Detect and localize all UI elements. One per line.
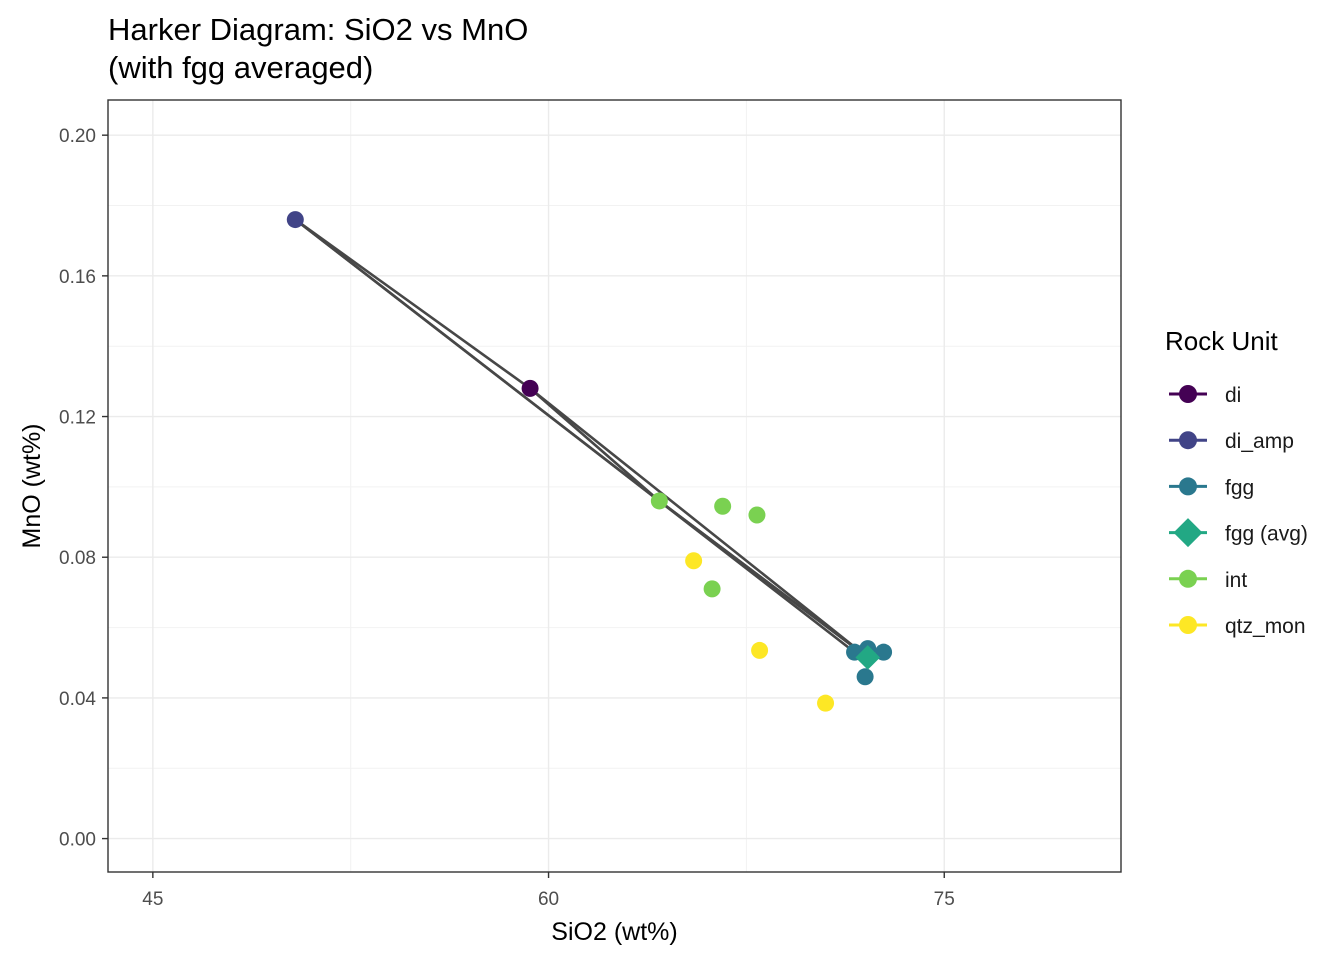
legend-key-marker bbox=[1173, 518, 1203, 548]
chart-title: Harker Diagram: SiO2 vs MnO bbox=[108, 12, 529, 47]
legend-key-marker bbox=[1179, 569, 1197, 588]
x-axis-title: SiO2 (wt%) bbox=[551, 918, 677, 946]
plot-panel-border bbox=[107, 99, 1122, 873]
point-fgg-avg bbox=[855, 645, 881, 670]
point-int bbox=[650, 492, 668, 510]
connector-lines bbox=[293, 218, 870, 659]
point-fgg bbox=[875, 643, 893, 661]
y-axis-title: MnO (wt%) bbox=[18, 424, 46, 549]
legend-key-marker bbox=[1179, 431, 1197, 450]
legend-key-marker bbox=[1179, 385, 1197, 403]
point-qtz-mon bbox=[751, 641, 769, 659]
legend-item: di bbox=[1169, 384, 1241, 407]
legend-item: int bbox=[1169, 569, 1247, 592]
legend-key-marker bbox=[1179, 477, 1197, 496]
connector-line bbox=[293, 218, 856, 654]
point-int bbox=[748, 506, 766, 524]
y-tick-label: 0.00 bbox=[59, 830, 96, 851]
chart-subtitle: (with fgg averaged) bbox=[108, 50, 374, 85]
y-tick-label: 0.08 bbox=[59, 548, 96, 569]
x-tick-label: 75 bbox=[934, 889, 955, 910]
legend-label: di bbox=[1225, 384, 1241, 407]
grid-lines bbox=[108, 100, 1121, 872]
legend-label: fgg (avg) bbox=[1225, 523, 1308, 546]
point-qtz-mon bbox=[817, 694, 835, 712]
point-int bbox=[714, 497, 732, 515]
data-points bbox=[286, 211, 893, 712]
legend-title: Rock Unit bbox=[1165, 326, 1278, 356]
point-qtz-mon bbox=[685, 552, 703, 570]
point-di-amp bbox=[286, 211, 304, 229]
point-fgg bbox=[856, 668, 874, 686]
legend-item: fgg bbox=[1169, 476, 1254, 499]
legend-item: fgg (avg) bbox=[1169, 518, 1308, 548]
point-int bbox=[703, 580, 721, 598]
legend-label: di_amp bbox=[1225, 430, 1294, 453]
legend-key-marker bbox=[1179, 616, 1197, 634]
y-tick-label: 0.04 bbox=[59, 689, 96, 710]
y-tick-label: 0.12 bbox=[59, 408, 96, 429]
y-tick-label: 0.16 bbox=[59, 267, 96, 288]
legend-label: fgg bbox=[1225, 476, 1254, 499]
legend-item: di_amp bbox=[1169, 430, 1294, 453]
y-tick-label: 0.20 bbox=[59, 126, 96, 147]
legend-item: qtz_mon bbox=[1169, 615, 1306, 638]
x-tick-label: 60 bbox=[538, 889, 559, 910]
x-tick-label: 45 bbox=[142, 889, 163, 910]
axes: 45 60 75 0.00 0.04 0.08 0.12 0.16 0.20 bbox=[59, 126, 955, 910]
legend-label: int bbox=[1225, 569, 1247, 592]
point-di bbox=[521, 379, 539, 397]
legend-label: qtz_mon bbox=[1225, 615, 1306, 638]
